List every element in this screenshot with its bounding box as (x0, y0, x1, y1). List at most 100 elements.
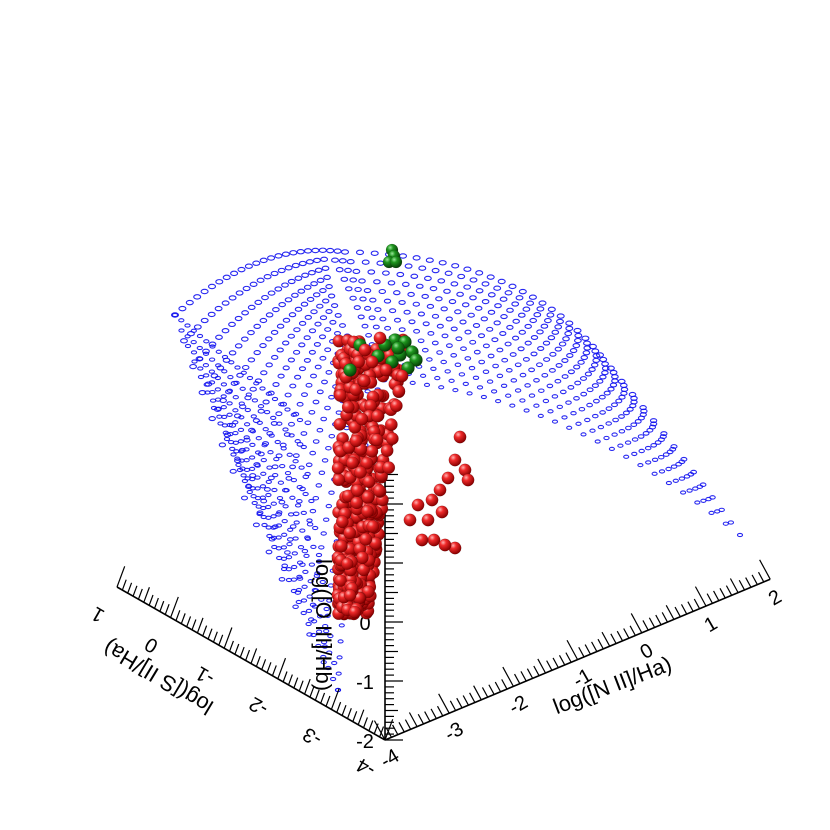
y-axis-tick (314, 689, 320, 701)
surface-node (185, 299, 194, 306)
surface-node (529, 317, 538, 324)
surface-node (607, 386, 615, 392)
surface-node (524, 323, 532, 329)
surface-node (226, 412, 233, 417)
surface-node (499, 331, 507, 336)
surface-node (300, 610, 307, 616)
surface-node (554, 378, 562, 384)
surface-node (286, 452, 293, 457)
surface-node (315, 643, 322, 649)
surface-node (180, 338, 188, 344)
x-axis-tick (565, 652, 572, 663)
surface-node (328, 433, 336, 439)
y-axis-tick (255, 656, 261, 667)
surface-node (597, 424, 605, 430)
surface-node (407, 291, 415, 297)
surface-node (301, 548, 309, 554)
surface-node (318, 470, 326, 476)
surface-node (561, 374, 569, 379)
red-sphere (341, 489, 355, 503)
surface-node (265, 362, 273, 368)
y-axis-tick (202, 625, 208, 637)
surface-node (337, 639, 344, 644)
y-axis-tick (352, 711, 358, 722)
surface-node (586, 402, 593, 408)
x-axis-tick (537, 658, 547, 674)
surface-node (262, 399, 270, 405)
y-axis-tick (191, 619, 197, 631)
red-sphere (331, 461, 345, 475)
surface-node (458, 372, 466, 377)
surface-node (297, 545, 305, 550)
surface-node (214, 387, 222, 392)
y-axis-tick (282, 671, 288, 683)
y-axis-tick (362, 717, 368, 728)
y-axis-tick (287, 674, 293, 686)
surface-node (651, 457, 659, 463)
surface-node (301, 584, 308, 589)
z-axis-title: log([O III]/Hb) (311, 559, 336, 691)
surface-node (265, 479, 272, 485)
surface-node (574, 380, 582, 386)
surface-node (355, 249, 365, 256)
x-axis-tick-label: 1 (701, 612, 722, 637)
y-axis-tick (250, 648, 258, 664)
surface-node (547, 306, 556, 313)
surface-node (221, 369, 228, 374)
surface-node (417, 311, 426, 317)
surface-node (318, 545, 325, 550)
surface-node (319, 355, 327, 361)
surface-node (197, 374, 205, 380)
surface-node (556, 318, 564, 325)
surface-node (672, 478, 679, 483)
surface-node (275, 411, 283, 417)
surface-node (345, 286, 353, 292)
x-axis-tick (469, 692, 476, 703)
surface-node (249, 442, 256, 448)
surface-node (523, 408, 530, 413)
x-axis-title: log([N II]/Ha) (550, 651, 675, 719)
surface-node (312, 292, 321, 298)
surface-node (282, 365, 290, 371)
surface-node (279, 463, 286, 469)
surface-node (468, 365, 476, 371)
surface-node (436, 350, 443, 355)
surface-node (611, 402, 618, 408)
surface-node (567, 385, 575, 390)
surface-node (530, 334, 539, 341)
surface-node (509, 352, 517, 357)
surface-node (284, 550, 291, 555)
surface-node (252, 418, 261, 424)
surface-node (573, 364, 581, 370)
surface-node (606, 365, 615, 371)
red-sphere (355, 412, 369, 426)
z-axis-tick-label: -2 (356, 731, 374, 753)
surface-node (413, 328, 421, 334)
surface-node (401, 281, 410, 288)
surface-node (320, 531, 327, 536)
surface-node (220, 405, 227, 410)
surface-node (193, 324, 202, 330)
surface-node (196, 333, 204, 339)
x-axis-tick (436, 705, 444, 717)
surface-node (281, 532, 288, 537)
red-sphere (350, 496, 364, 510)
surface-node (669, 446, 677, 452)
surface-node (569, 348, 578, 354)
surface-node (325, 503, 333, 509)
surface-node (263, 409, 271, 415)
surface-node (278, 402, 285, 407)
surface-node (237, 266, 246, 273)
green-sphere (391, 341, 405, 355)
surface-node (234, 315, 243, 322)
surface-node (670, 464, 678, 469)
x-axis-tick (462, 695, 469, 706)
surface-node (344, 267, 352, 274)
surface-node (538, 300, 547, 306)
surface-node (665, 480, 672, 486)
surface-node (589, 428, 596, 433)
surface-node (422, 321, 430, 327)
surface-node (469, 295, 477, 301)
surface-node (561, 358, 569, 363)
red-sphere (370, 433, 384, 447)
